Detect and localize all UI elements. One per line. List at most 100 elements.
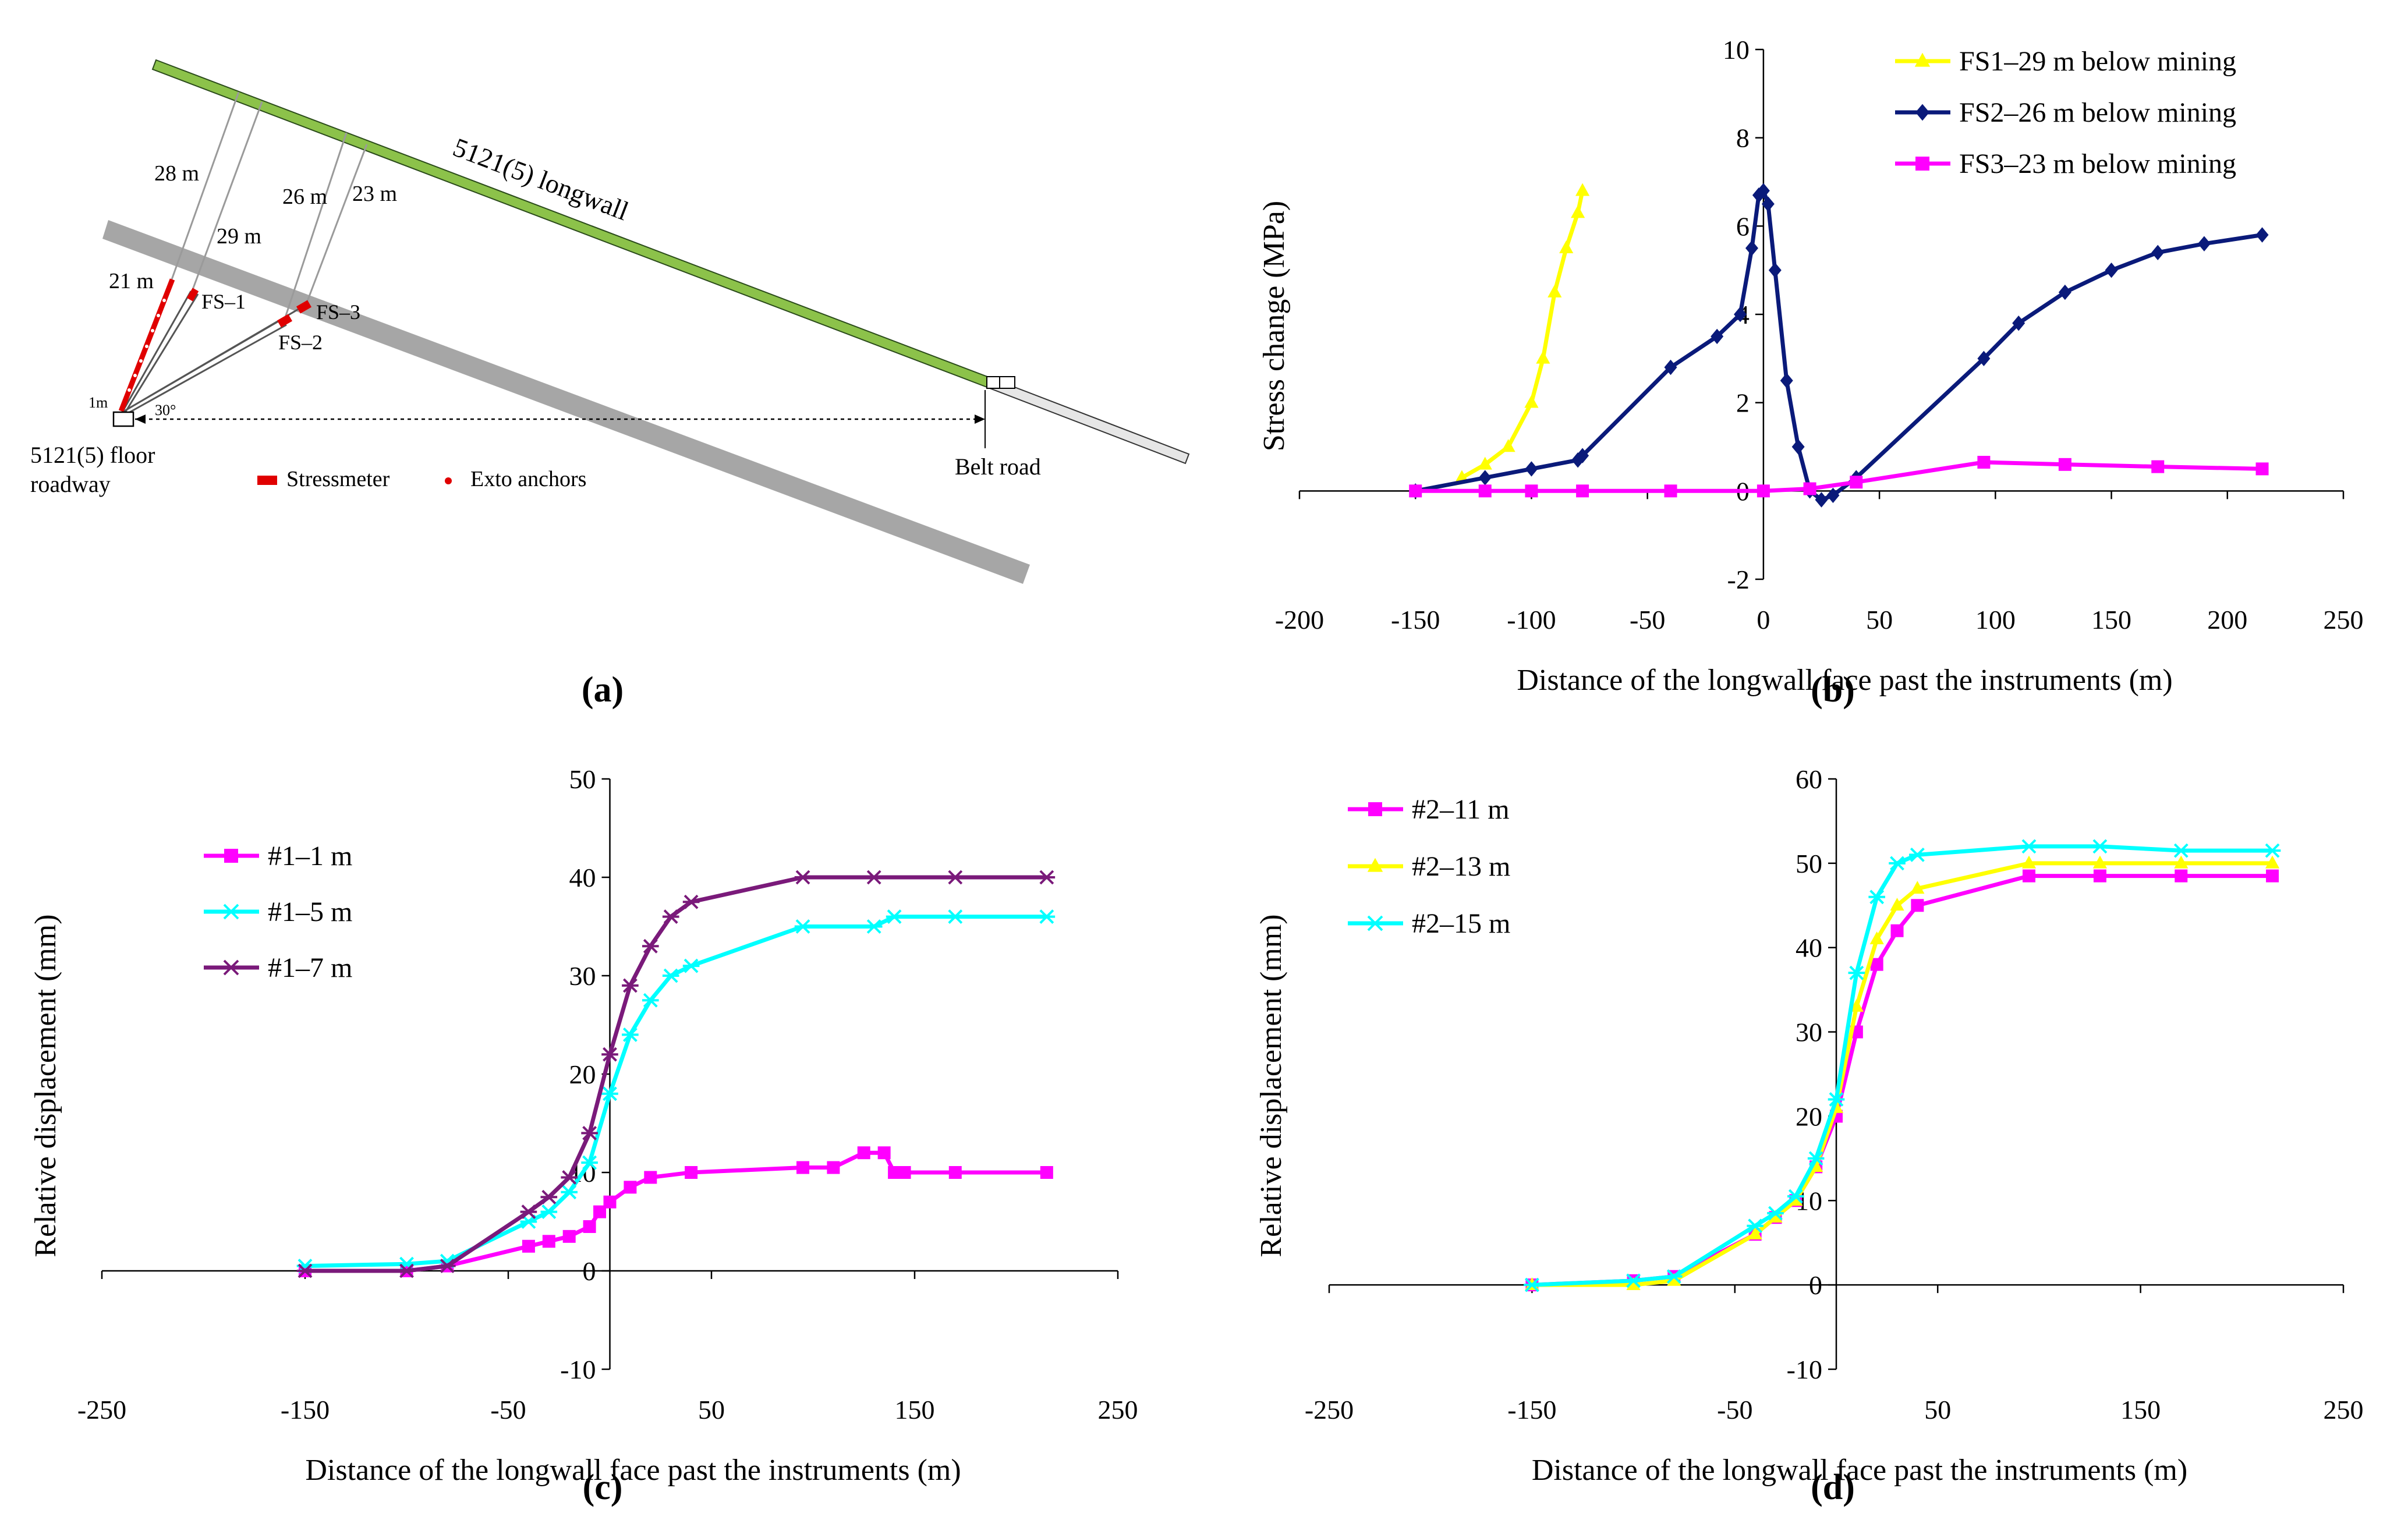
x-tick-label: -50	[1717, 1395, 1752, 1425]
data-point	[1559, 240, 1574, 254]
data-point	[2058, 284, 2071, 300]
one-m-label: 1m	[88, 394, 108, 411]
x-tick-label: -50	[1630, 605, 1665, 635]
schematic-panel: 5121(5) longwall Belt road 5121(5) floor…	[30, 59, 1190, 584]
roadway-box	[112, 411, 134, 427]
data-point	[1667, 1273, 1681, 1286]
data-point	[1576, 484, 1589, 498]
data-point	[1757, 484, 1770, 498]
data-point	[1889, 856, 1906, 871]
x-tick-label: 200	[2207, 605, 2247, 635]
legend-swatch-marker	[1368, 802, 1382, 816]
y-tick-label: 10	[1723, 35, 1750, 65]
data-point	[561, 1170, 578, 1185]
stressmeter-fs3	[296, 300, 312, 314]
data-point	[662, 909, 679, 924]
y-tick-label: 50	[1796, 849, 1822, 878]
x-tick-label: -200	[1275, 605, 1324, 635]
data-point	[1890, 924, 1904, 937]
data-point	[2151, 460, 2165, 473]
series-line	[1415, 189, 2263, 502]
data-point	[2264, 843, 2281, 858]
legend-label: #2–15 m	[1412, 908, 1510, 939]
data-point	[1807, 1151, 1825, 1166]
data-point	[540, 1204, 558, 1220]
data-point	[296, 1263, 314, 1278]
data-point	[2266, 869, 2279, 883]
data-point	[2012, 315, 2025, 331]
data-point	[583, 1220, 596, 1233]
x-tick-label: 150	[2091, 605, 2131, 635]
legend-label: #2–13 m	[1412, 851, 1510, 882]
legend-swatch-marker	[1914, 52, 1931, 67]
data-point	[2022, 869, 2035, 883]
y-tick-label: 30	[569, 961, 596, 991]
data-point	[888, 1166, 901, 1179]
data-point	[1780, 373, 1793, 388]
y-axis-title: Relative displacement (mm)	[29, 914, 62, 1257]
data-point	[1768, 262, 1782, 278]
panel-label-b: (b)	[1811, 670, 1855, 710]
legend-label: FS3–23 m below mining	[1959, 148, 2236, 179]
data-point	[2093, 869, 2106, 883]
data-point	[1525, 484, 1538, 498]
chart-displacement-1: -250 -150 -50 50 150 250-1001020304050Distanc…	[29, 764, 1138, 1487]
data-point	[794, 870, 812, 885]
data-point	[1664, 359, 1677, 375]
data-point	[2255, 227, 2269, 243]
data-point	[1748, 1227, 1762, 1240]
x-tick-label: 250	[2324, 1395, 2364, 1425]
series-line	[1461, 190, 1585, 480]
data-point	[865, 919, 883, 934]
data-point	[1977, 350, 1991, 367]
legend-label: FS2–26 m below mining	[1959, 97, 2236, 128]
data-point	[2151, 245, 2165, 261]
x-tick-label: -250	[1305, 1395, 1354, 1425]
x-tick-label: 150	[895, 1395, 935, 1425]
data-point	[2197, 236, 2211, 251]
data-point	[601, 1047, 618, 1062]
data-point	[2174, 855, 2189, 869]
data-point	[1536, 350, 1550, 364]
legend-anchor-dot	[445, 477, 452, 484]
stressmeter-fs1	[186, 288, 199, 302]
belt-road-box	[986, 376, 1000, 389]
data-point	[561, 1185, 578, 1200]
data-point	[562, 1230, 576, 1243]
belt-road-seam	[986, 377, 1190, 465]
y-tick-label: 40	[1796, 933, 1822, 963]
data-point	[1478, 484, 1492, 498]
legend-label: #1–7 m	[268, 952, 352, 983]
series-line	[305, 1150, 1047, 1273]
y-tick-label: -10	[560, 1355, 596, 1384]
data-point	[1869, 931, 1884, 945]
data-point	[1575, 183, 1590, 196]
x-tick-label: 0	[1757, 605, 1770, 635]
data-point	[644, 1171, 657, 1184]
data-point	[2021, 855, 2037, 869]
data-point	[1910, 881, 1925, 894]
legend-label: #2–11 m	[1412, 794, 1510, 825]
data-point	[886, 909, 903, 924]
series-1: FS2–26 m below mining	[1409, 97, 2269, 508]
data-point	[857, 1146, 870, 1160]
x-tick-label: -50	[490, 1395, 526, 1425]
data-point	[1525, 461, 1538, 477]
y-tick-label: 0	[583, 1256, 596, 1286]
fs2-label: FS–2	[278, 331, 323, 354]
x-axis-title: Distance of the longwall face past the i…	[1532, 1454, 2187, 1487]
arrow-head-left	[135, 414, 146, 424]
data-point	[898, 1166, 911, 1179]
data-point	[1911, 899, 1924, 912]
belt-road-label: Belt road	[955, 454, 1041, 480]
data-point	[1625, 1273, 1642, 1288]
legend-swatch-marker	[1366, 915, 1384, 931]
data-point	[1848, 965, 1865, 980]
data-point	[603, 1195, 617, 1209]
data-point	[1870, 958, 1883, 971]
projection-lines	[171, 91, 368, 318]
data-point	[581, 1155, 598, 1170]
series-2: #2–15 m	[1348, 839, 2281, 1292]
data-point	[1977, 456, 1991, 469]
